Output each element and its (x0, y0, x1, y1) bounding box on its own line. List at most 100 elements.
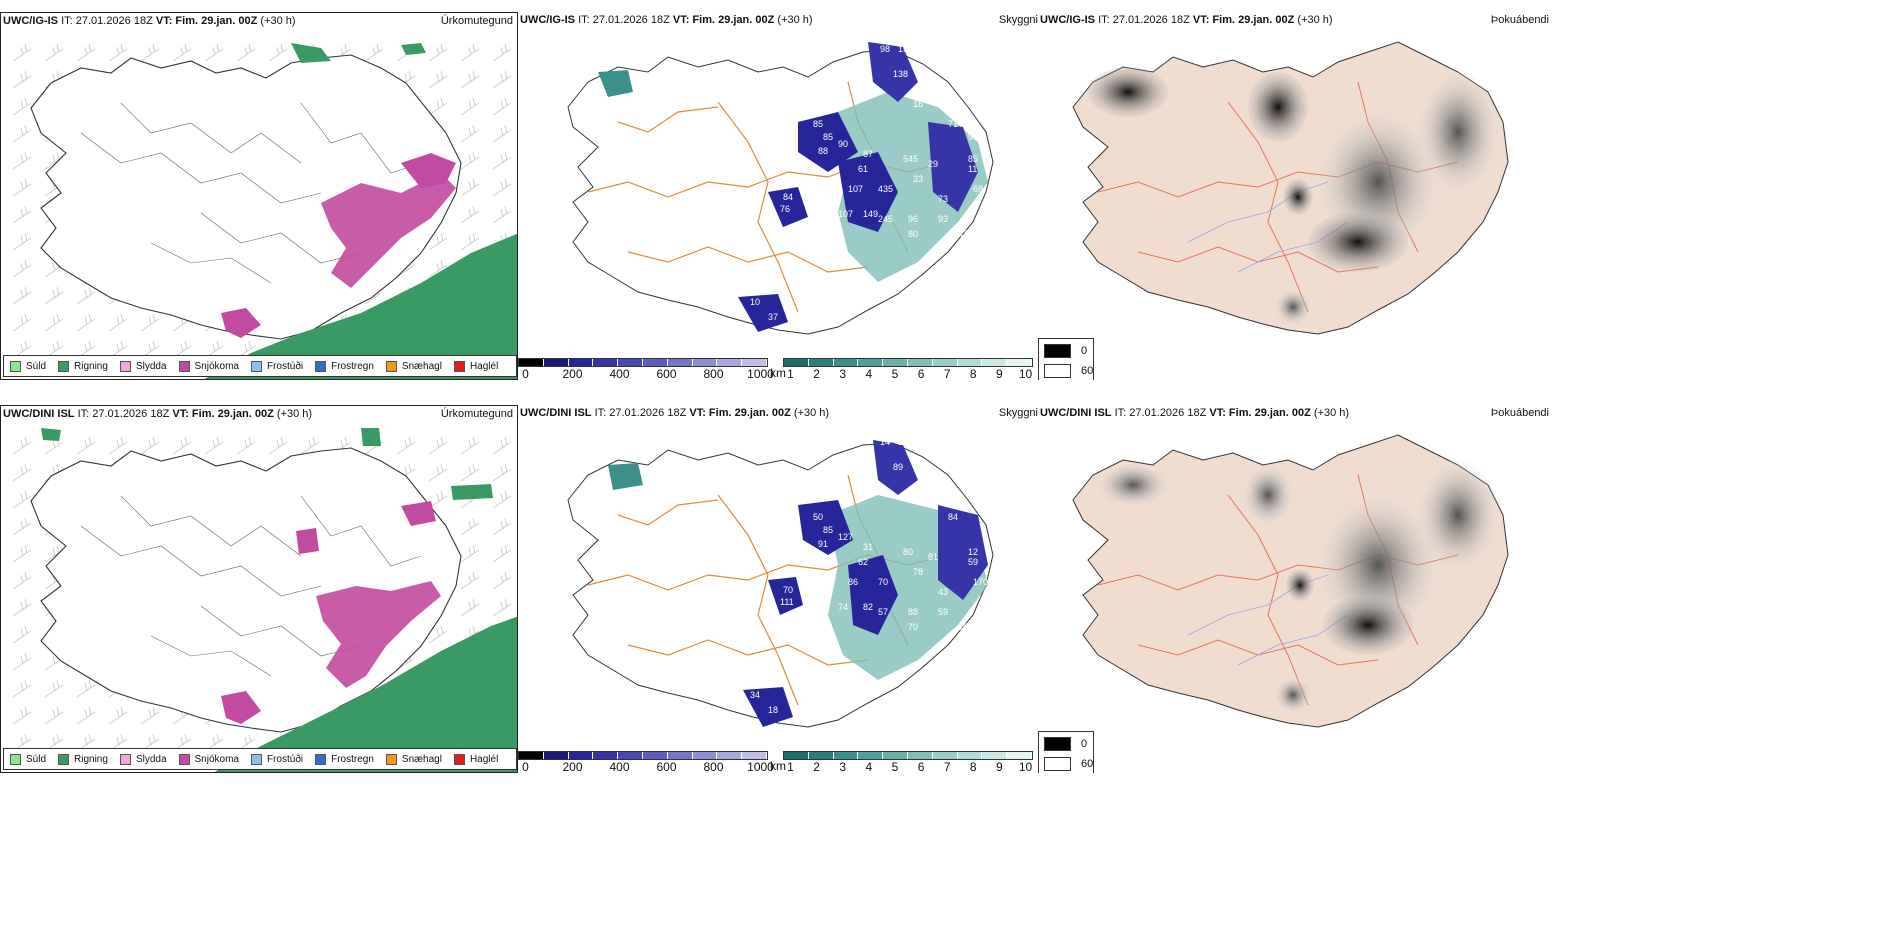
wind-barb (460, 178, 480, 197)
wind-barb (460, 571, 480, 590)
wind-barb (492, 178, 512, 197)
wind-barb (460, 70, 480, 89)
legend-item-haglel: Haglél (453, 360, 498, 372)
fog-legend-row: 60 (1044, 757, 1093, 771)
precip-type-panel-top: UWC/IG-IS IT: 27.01.2026 18Z VT: Fim. 29… (0, 12, 518, 380)
wind-barb (76, 313, 96, 332)
colorbar-swatch (667, 359, 693, 366)
valid-time: VT: Fim. 29.jan. 00Z (689, 407, 791, 419)
wind-barb (44, 43, 64, 62)
colorbar-swatch (808, 359, 834, 366)
wind-barb (428, 436, 448, 455)
wind-barb (172, 436, 192, 455)
ceiling-value-label: 93 (938, 214, 948, 224)
ceiling-value-label: 89 (893, 462, 903, 472)
ceiling-ticks: 0 200 400 600 800 1000 (518, 760, 774, 773)
product-title: Úrkomutegund (440, 408, 513, 420)
wind-barb (12, 178, 32, 197)
fog-legend-row: 60 (1044, 364, 1093, 378)
wind-barb (492, 97, 512, 116)
colorbar-swatch (519, 752, 544, 759)
fog-legend-row: 0 (1044, 344, 1087, 358)
wind-barb (12, 436, 32, 455)
fog-panel-top: UWC/IG-IS IT: 27.01.2026 18Z VT: Fim. 29… (1038, 12, 1563, 380)
ceiling-value-label: 14 (880, 437, 890, 447)
wind-barb (428, 43, 448, 62)
colorbar-tick-label: 9 (996, 367, 1003, 380)
visibility-unit: km (770, 759, 786, 773)
ceiling-value-label: 245 (878, 214, 893, 224)
colorbar-tick-label: 800 (703, 760, 724, 773)
wind-barb (268, 436, 288, 455)
colorbar-swatch (907, 359, 933, 366)
colorbar-tick-label: 1 (787, 367, 794, 380)
wind-barb (492, 463, 512, 482)
ceiling-value-label: 50 (813, 512, 823, 522)
fog-map (1072, 41, 1509, 335)
legend-swatch (58, 360, 70, 372)
visibility-colorbar: km 1 2 3 4 5 6 7 8 9 10 (770, 751, 1033, 773)
legend-swatch (10, 360, 21, 372)
visibility-ticks: 1 2 3 4 5 6 7 8 9 10 (783, 367, 1033, 380)
wind-barb (108, 706, 128, 725)
colorbar-swatch (642, 752, 668, 759)
colorbar-swatch (858, 752, 884, 759)
ceiling-value-label: 545 (903, 154, 918, 164)
wind-barb (236, 43, 256, 62)
visibility-panel-bottom: UWC/DINI ISL IT: 27.01.2026 18Z VT: Fim.… (518, 405, 1038, 773)
wind-barb (12, 706, 32, 725)
ceiling-value-label: 57 (878, 607, 888, 617)
ceiling-value-label: 74 (838, 602, 848, 612)
wind-barb (108, 313, 128, 332)
fog-legend: 0 60 (1038, 731, 1094, 773)
product-title: Skyggni (998, 407, 1038, 419)
wind-barb (492, 544, 512, 563)
wind-barb (428, 70, 448, 89)
visibility-colorbar-swatches (783, 751, 1033, 760)
wind-barb (492, 43, 512, 62)
precip-type-map (12, 43, 517, 379)
model-name: UWC/DINI ISL (3, 408, 75, 420)
visibility-colorbar: km 1 2 3 4 5 6 7 8 9 10 (770, 358, 1033, 380)
legend-item-rigning: Rigning (58, 753, 108, 765)
wind-barb (492, 70, 512, 89)
snowfall-area (316, 581, 441, 688)
wind-barb (236, 436, 256, 455)
ceiling-value-label: 59 (938, 607, 948, 617)
wind-barb (108, 43, 128, 62)
colorbar-swatch (568, 752, 594, 759)
ceiling-value-label: 31 (863, 542, 873, 552)
wind-barb (492, 490, 512, 509)
ceiling-value-label: 88 (908, 607, 918, 617)
fog-map (1072, 434, 1509, 728)
wind-barb (428, 625, 448, 644)
ceiling-value-label: 91 (818, 539, 828, 549)
product-title: Þokuábendi (1490, 14, 1549, 26)
colorbar-swatch (692, 752, 718, 759)
colorbar-tick-label: 3 (839, 367, 847, 380)
valid-time: VT: Fim. 29.jan. 00Z (172, 408, 274, 420)
lead-time: (+30 h) (260, 15, 296, 27)
ceiling-value-label: 85 (968, 154, 978, 164)
colorbar-tick-label: 9 (996, 760, 1003, 773)
ceiling-value-label: 84 (783, 192, 793, 202)
ceiling-value-label: 10 (750, 297, 760, 307)
legend-swatch (385, 753, 397, 765)
ceiling-value-label: 170 (973, 577, 988, 587)
wind-barb (396, 436, 416, 455)
legend-item-snaehagl: Snæhagl (385, 360, 442, 372)
ceiling-value-label: 29 (928, 159, 938, 169)
colorbar-tick-label: 0 (522, 760, 529, 773)
wind-barb (12, 97, 32, 116)
ceiling-value-label: 78 (913, 567, 923, 577)
ceiling-value-label: 98 (880, 44, 890, 54)
colorbar-tick-label: 1000 (747, 367, 774, 380)
colorbar-swatch (593, 752, 619, 759)
ceiling-value-label: 90 (838, 139, 848, 149)
wind-barb (460, 436, 480, 455)
ceiling-value-label: 62 (858, 557, 868, 567)
colorbar-tick-label: 400 (609, 367, 630, 380)
